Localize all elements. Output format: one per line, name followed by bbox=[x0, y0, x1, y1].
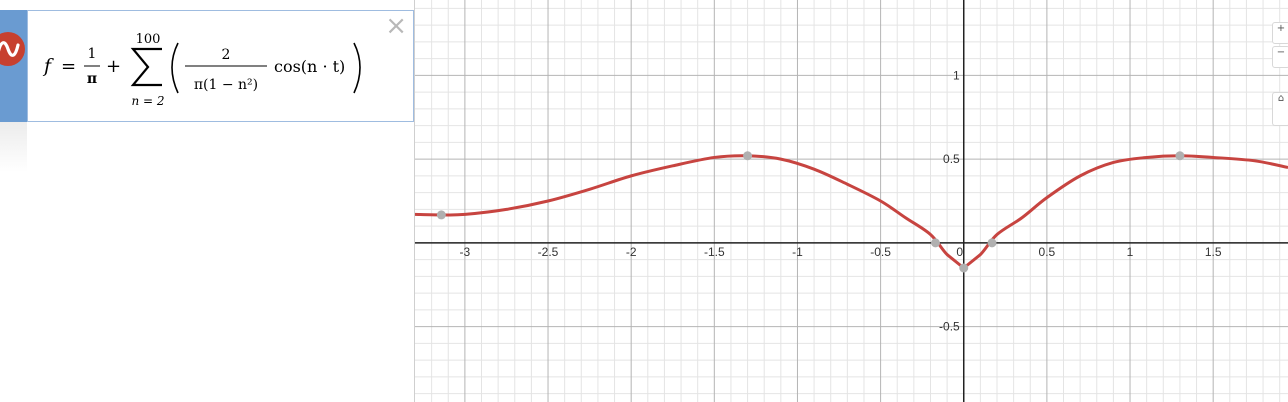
points bbox=[436, 151, 1185, 273]
x-tick-label: -1.5 bbox=[704, 245, 725, 259]
poi-point[interactable] bbox=[959, 263, 969, 273]
poi-point[interactable] bbox=[930, 238, 940, 248]
y-tick-label: 0.5 bbox=[943, 152, 960, 166]
wave-icon[interactable] bbox=[0, 32, 25, 66]
expression-input[interactable]: × f = 1 π + 100 n = 2 2 π(1 − n²) cos(n … bbox=[27, 10, 414, 122]
grid-minor bbox=[415, 0, 1288, 402]
zoom-out-button[interactable]: − bbox=[1272, 46, 1288, 68]
x-tick-label: -3 bbox=[460, 245, 471, 259]
formula-lhs: f bbox=[42, 55, 54, 77]
formula: f = 1 π + 100 n = 2 2 π(1 − n²) cos(n · … bbox=[42, 32, 361, 108]
close-icon[interactable]: × bbox=[385, 11, 407, 41]
sum-sigma bbox=[130, 47, 162, 87]
formula-plus: + bbox=[106, 56, 121, 77]
inner-den: π(1 − n²) bbox=[194, 77, 258, 93]
x-tick-label: 0 bbox=[956, 245, 963, 259]
zoom-in-button[interactable]: + bbox=[1272, 22, 1288, 44]
x-tick-label: -2.5 bbox=[538, 245, 559, 259]
series-line[interactable] bbox=[415, 154, 1288, 270]
poi-point[interactable] bbox=[987, 238, 997, 248]
x-tick-label: -1 bbox=[792, 245, 803, 259]
y-tick-label: 1 bbox=[953, 68, 960, 82]
poi-point[interactable] bbox=[1175, 151, 1185, 161]
x-tick-label: 1.5 bbox=[1205, 245, 1222, 259]
y-tick-label: -0.5 bbox=[939, 320, 960, 334]
frac-num: 1 bbox=[88, 46, 97, 62]
x-tick-label: -2 bbox=[626, 245, 637, 259]
graph-canvas[interactable]: -3 -2.5 -2 -1.5 -1 -0.5 0 0.5 1 1.5 1 0.5 -0.5 bbox=[415, 0, 1288, 402]
left-paren bbox=[171, 42, 179, 94]
sum-lower: n = 2 bbox=[131, 94, 164, 108]
frac-den: π bbox=[87, 71, 97, 87]
inner-num: 2 bbox=[222, 47, 231, 63]
x-tick-label: -0.5 bbox=[870, 245, 891, 259]
zoom-controls: + − ⌂ bbox=[1272, 0, 1288, 140]
x-tick-label: 0.5 bbox=[1039, 245, 1056, 259]
axes bbox=[415, 0, 1288, 402]
home-button[interactable]: ⌂ bbox=[1272, 92, 1288, 126]
formula-eq: = bbox=[61, 56, 76, 77]
expression-tab[interactable] bbox=[0, 10, 27, 122]
expression-row[interactable]: × f = 1 π + 100 n = 2 2 π(1 − n²) cos(n … bbox=[0, 10, 414, 122]
poi-point[interactable] bbox=[743, 151, 753, 161]
x-tick-label: 1 bbox=[1127, 245, 1134, 259]
tick-labels: -3 -2.5 -2 -1.5 -1 -0.5 0 0.5 1 1.5 1 0.5 -0.5 bbox=[460, 68, 1222, 333]
right-paren bbox=[353, 42, 361, 94]
poi-point[interactable] bbox=[436, 210, 446, 220]
cos-term: cos(n · t) bbox=[274, 57, 345, 76]
panel-shadow bbox=[0, 122, 27, 172]
expression-panel: × f = 1 π + 100 n = 2 2 π(1 − n²) cos(n … bbox=[0, 0, 415, 402]
sum-upper: 100 bbox=[136, 32, 161, 47]
